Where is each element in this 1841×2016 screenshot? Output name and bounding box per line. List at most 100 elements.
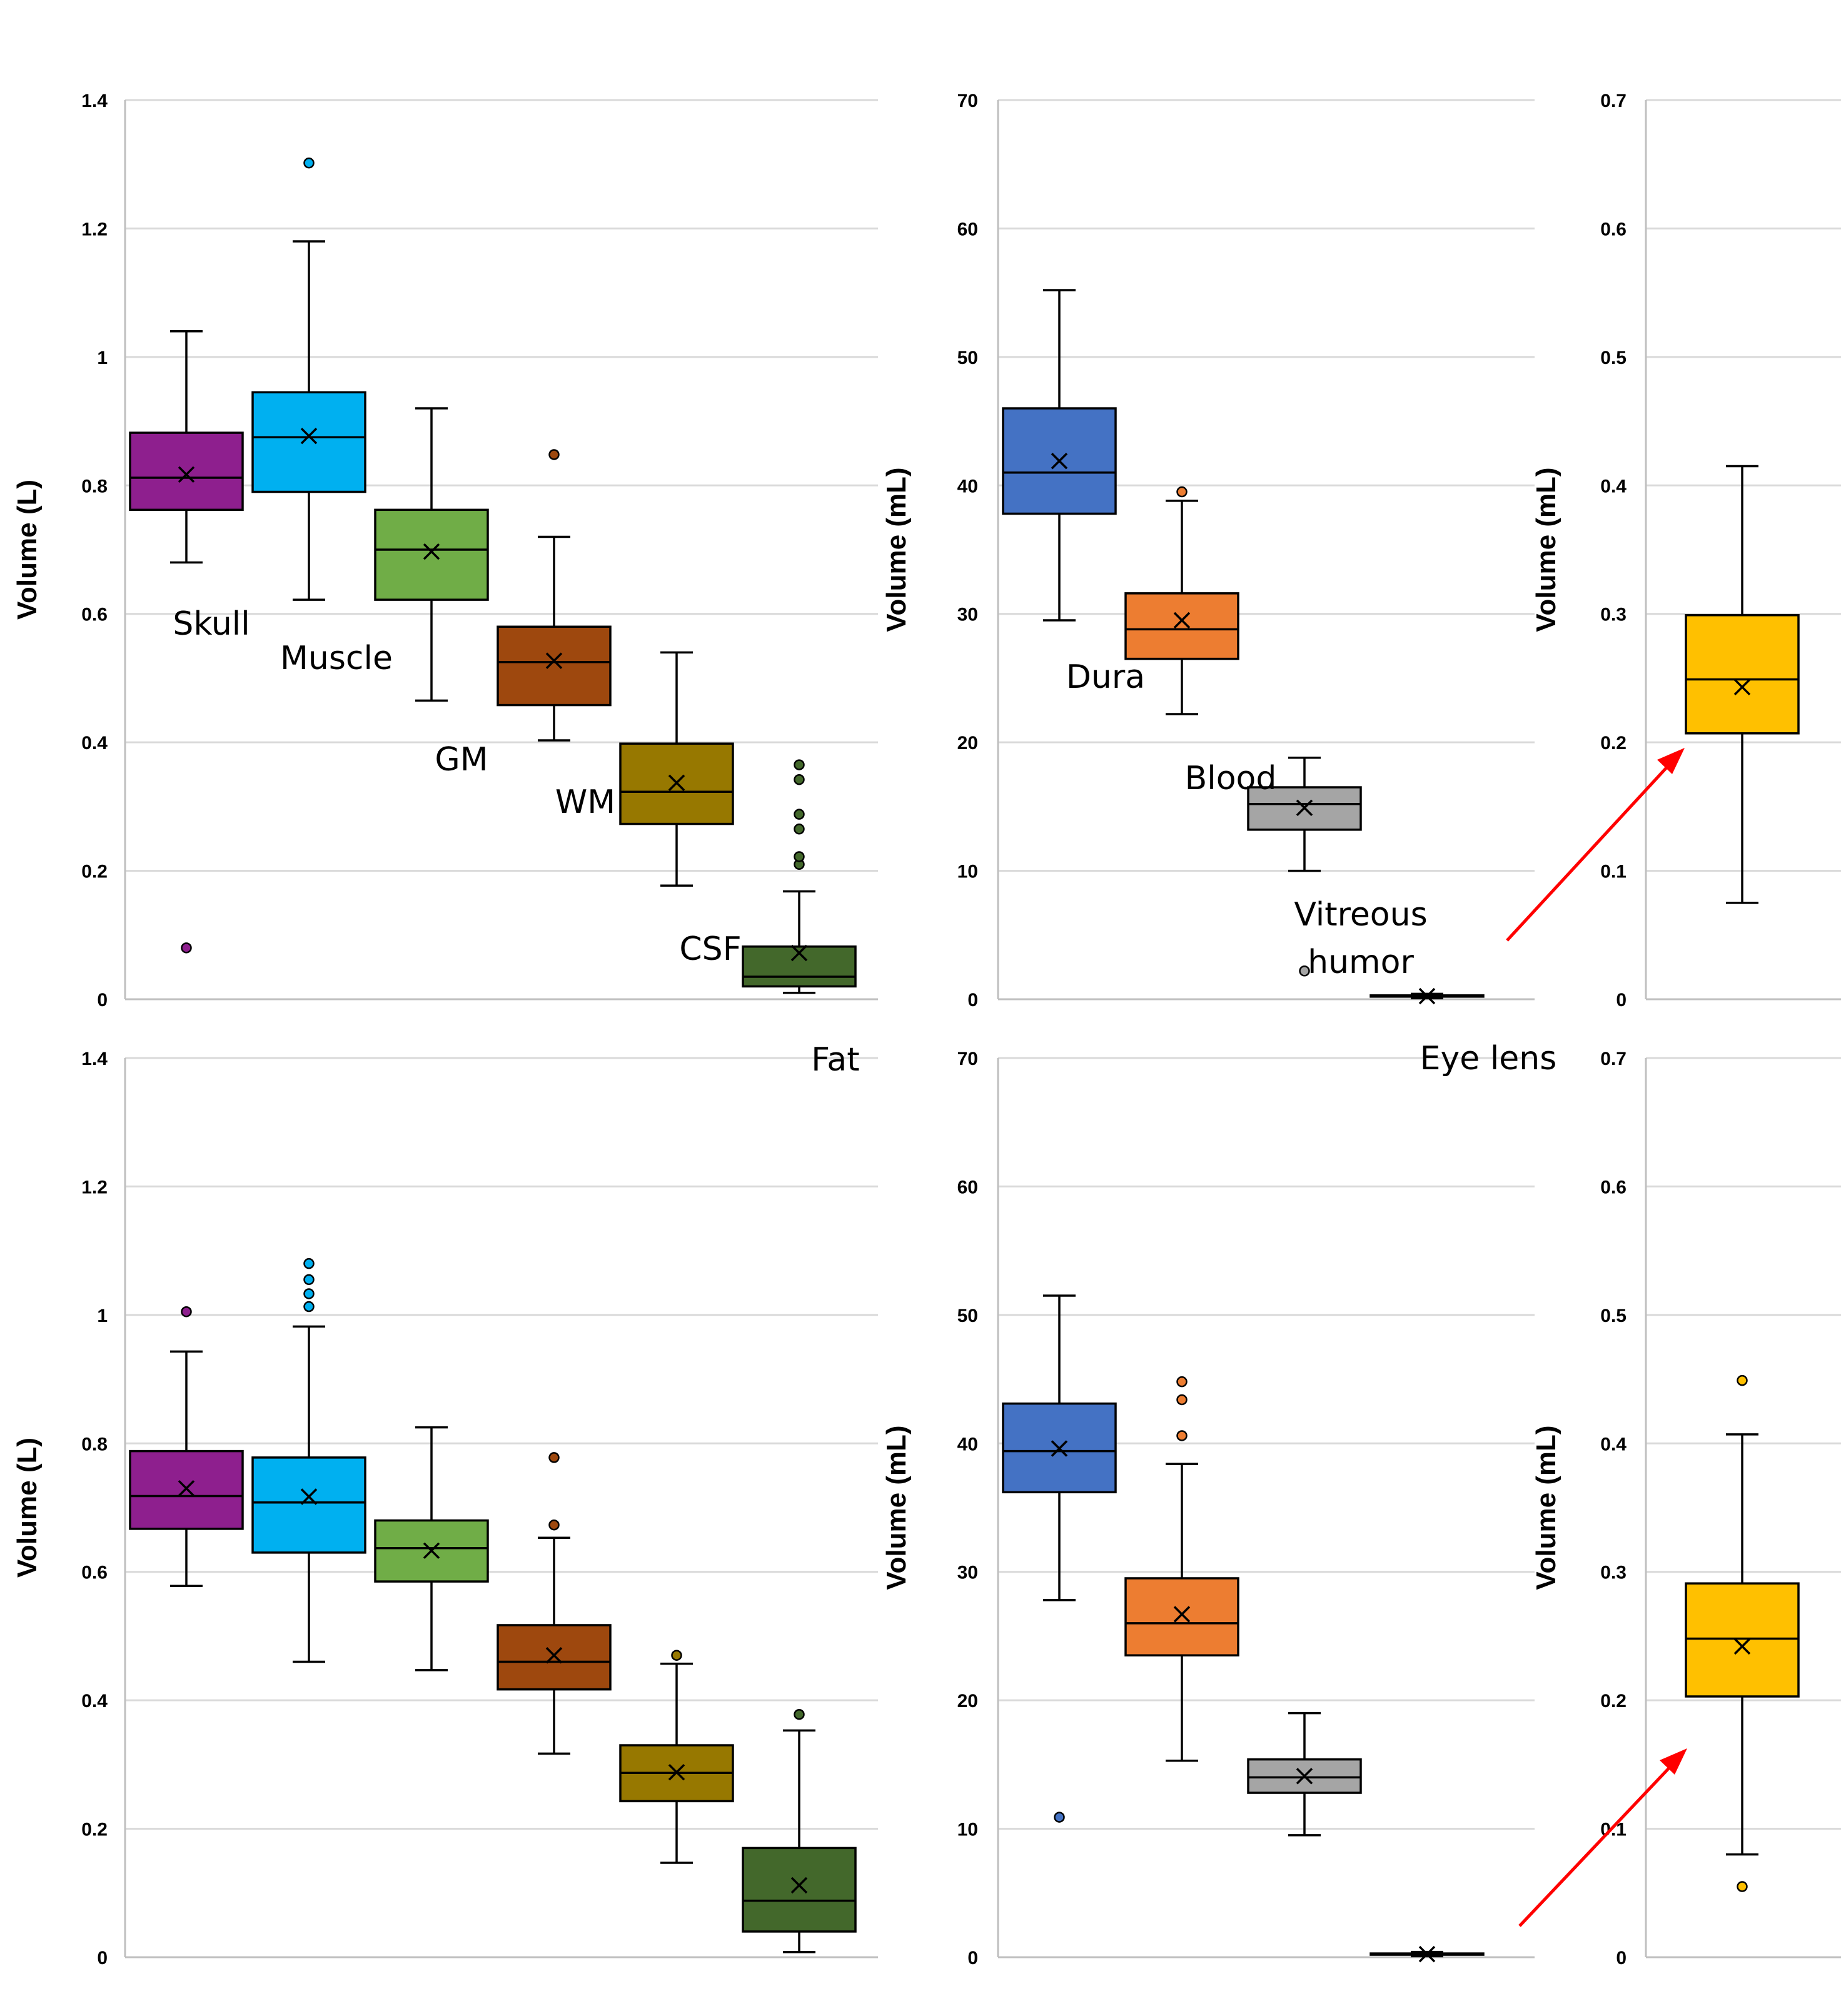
- zoom-arrow-bottom-head: [1660, 1748, 1687, 1775]
- zoom-arrow-top: [1506, 762, 1672, 942]
- mean-marker-b: [178, 466, 195, 483]
- box-fat: [742, 759, 857, 994]
- box-iqr: [251, 391, 366, 493]
- box-dura: [1002, 1294, 1117, 1823]
- y-tick-label: 40: [957, 476, 978, 496]
- y-tick-label: 0.7: [1600, 91, 1627, 111]
- box-iqr: [129, 431, 244, 512]
- outlier-point: [794, 759, 805, 770]
- y-tick-label: 60: [957, 1177, 978, 1197]
- label-muscle: Muscle: [280, 640, 393, 677]
- mean-marker-b: [423, 543, 440, 560]
- box-iqr: [1685, 1582, 1800, 1698]
- box-blood: [1124, 1376, 1239, 1762]
- outlier-point: [1737, 1374, 1748, 1386]
- mean-marker-b: [1733, 1638, 1751, 1655]
- box-csf: [619, 651, 734, 887]
- mean-marker-b: [423, 1542, 440, 1560]
- box-wm: [497, 449, 612, 742]
- outlier-point: [303, 1274, 315, 1286]
- box-vitreous-humor: [1247, 757, 1362, 977]
- y-tick-label: 1.4: [81, 1049, 108, 1069]
- y-tick-label: 1.2: [81, 1177, 108, 1197]
- y-tick-label: 20: [957, 1691, 978, 1711]
- outlier-point: [303, 1301, 315, 1313]
- y-tick-label: 0.8: [81, 1434, 108, 1454]
- mean-marker-b: [1173, 612, 1191, 629]
- y-tick-label: 60: [957, 219, 978, 239]
- box-skull: [129, 330, 244, 954]
- outlier-point: [671, 1650, 682, 1661]
- y-tick-label: 0.5: [1600, 348, 1627, 368]
- outlier-point: [1737, 1881, 1748, 1892]
- mean-marker-b: [1296, 799, 1313, 817]
- y-axis-title: Volume (mL): [1531, 1425, 1561, 1590]
- y-tick-label: 0.3: [1600, 1563, 1627, 1583]
- box-muscle: [251, 1257, 366, 1663]
- y-tick-label: 0.1: [1600, 862, 1627, 882]
- y-tick-label: 0.3: [1600, 605, 1627, 625]
- y-tick-label: 0.8: [81, 476, 108, 496]
- box-dura: [1002, 289, 1117, 622]
- outlier-point: [181, 942, 192, 954]
- y-tick-label: 0.4: [81, 1691, 108, 1711]
- box-eye-lens: [1685, 465, 1800, 904]
- y-tick-label: 10: [957, 862, 978, 882]
- y-tick-label: 0.2: [1600, 733, 1627, 753]
- box-muscle: [251, 157, 366, 601]
- y-tick-label: 10: [957, 1820, 978, 1840]
- y-tick-label: 0: [967, 1948, 978, 1968]
- y-tick-label: 0.2: [1600, 1691, 1627, 1711]
- label-gm: GM: [435, 741, 488, 779]
- outlier-point: [548, 1452, 560, 1463]
- y-tick-label: 0: [967, 990, 978, 1011]
- outlier-point: [1176, 1376, 1188, 1388]
- y-tick-label: 70: [957, 91, 978, 111]
- mean-marker-b: [790, 1877, 808, 1894]
- label-skull: Skull: [173, 605, 250, 643]
- outlier-point: [1054, 1812, 1065, 1823]
- box-iqr: [251, 1456, 366, 1554]
- y-tick-label: 1: [97, 348, 108, 368]
- y-tick-label: 30: [957, 1563, 978, 1583]
- box-eye-lens: [1369, 987, 1485, 1005]
- box-iqr: [129, 1449, 244, 1530]
- mean-marker-b: [300, 1488, 318, 1505]
- chart-top-right: 0 0.1 0.2 0.3 0.4 0.5 0.6 0.7 Volume (mL): [1531, 91, 1841, 1011]
- y-tick-label: 50: [957, 348, 978, 368]
- y-axis-title: Volume (mL): [881, 467, 912, 632]
- outlier-point: [794, 774, 805, 785]
- outlier-point: [1299, 965, 1310, 977]
- box-iqr: [374, 508, 489, 601]
- y-tick-label: 0.6: [81, 1563, 108, 1583]
- mean-marker-b: [178, 1479, 195, 1497]
- label-dura: Dura: [1066, 658, 1145, 696]
- outlier-point: [794, 851, 805, 862]
- box-skull: [129, 1306, 244, 1588]
- y-axis-title: Volume (mL): [881, 1425, 912, 1590]
- category-labels: Skull Muscle GM WM CSF Fat Dura Blood Vi…: [173, 605, 1556, 1079]
- mean-marker-b: [1418, 987, 1436, 1005]
- mean-marker-b: [545, 1647, 563, 1664]
- plots-layer: 0 0.2 0.4 0.6 0.8 1 1.2 1.4 Volume (L) 0 10 20 30 40 5…: [12, 91, 1841, 1968]
- y-tick-label: 0.6: [81, 605, 108, 625]
- box-eye-lens: [1685, 1374, 1800, 1892]
- outlier-point: [548, 449, 560, 460]
- box-iqr: [497, 625, 612, 707]
- box-fat: [742, 1708, 857, 1953]
- y-tick-label: 0.4: [1600, 476, 1627, 496]
- mean-marker-b: [1733, 678, 1751, 696]
- y-axis-title: Volume (L): [12, 480, 43, 620]
- box-blood: [1124, 486, 1239, 715]
- chart-top-middle: 0 10 20 30 40 50 60 70 Volume (mL): [881, 91, 1535, 1011]
- y-tick-label: 70: [957, 1049, 978, 1069]
- mean-marker-b: [790, 944, 808, 962]
- outlier-point: [303, 1257, 315, 1269]
- box-wm: [497, 1452, 612, 1755]
- outlier-point: [181, 1306, 192, 1318]
- box-iqr: [1124, 1577, 1239, 1656]
- outlier-point: [794, 1708, 805, 1720]
- outlier-point: [794, 809, 805, 820]
- y-axis-title: Volume (mL): [1531, 467, 1561, 632]
